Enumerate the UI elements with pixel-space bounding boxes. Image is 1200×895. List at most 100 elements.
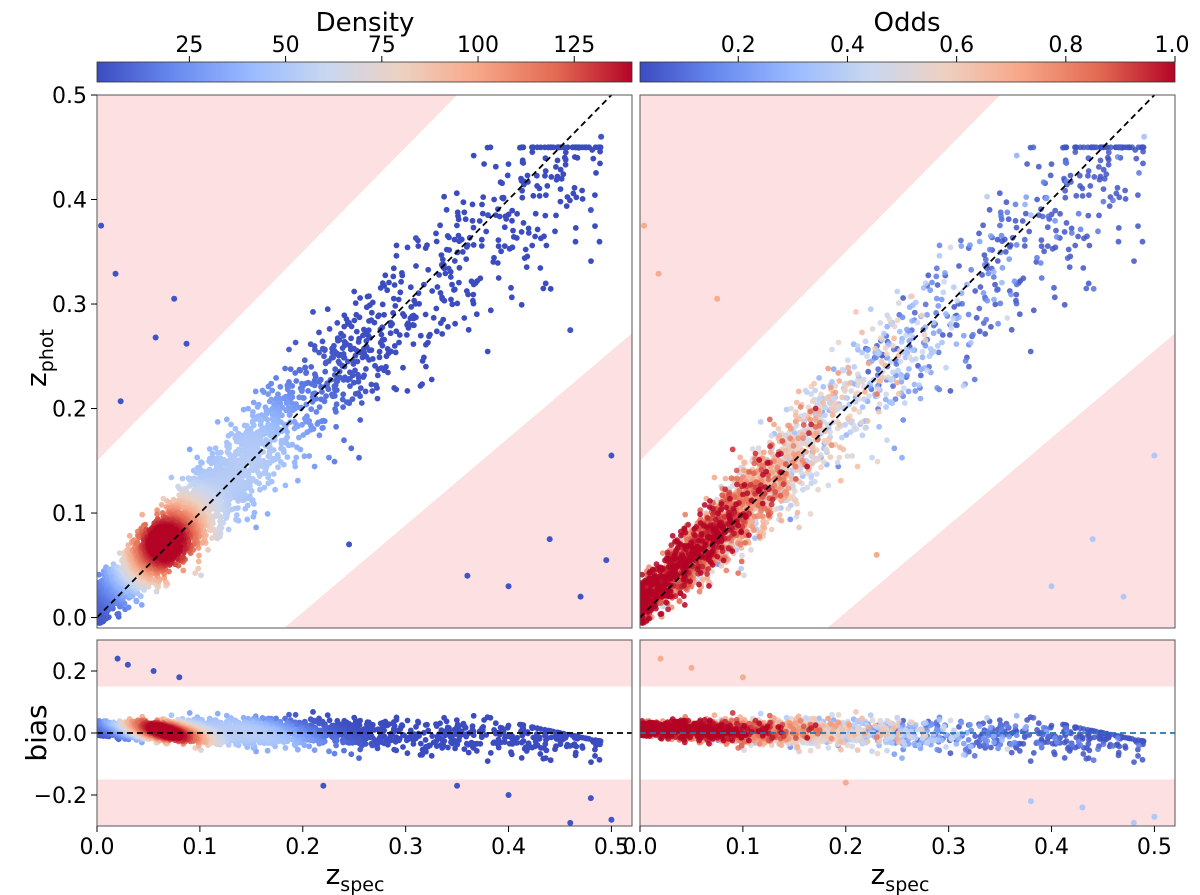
- scatter-point: [787, 516, 794, 523]
- scatter-point: [597, 160, 603, 167]
- scatter-point: [296, 434, 302, 441]
- scatter-point: [1115, 225, 1122, 231]
- scatter-point: [948, 320, 954, 327]
- scatter-point: [470, 224, 477, 231]
- scatter-point: [509, 217, 515, 224]
- scatter-point: [1114, 154, 1121, 160]
- scatter-point: [449, 301, 456, 308]
- scatter-point: [1077, 226, 1084, 233]
- scatter-point: [390, 295, 397, 302]
- scatter-point: [1063, 220, 1070, 226]
- scatter-point: [481, 161, 487, 167]
- scatter-point: [926, 353, 933, 360]
- scatter-point: [356, 454, 362, 461]
- scatter-point: [195, 565, 202, 572]
- scatter-point: [460, 199, 467, 206]
- scatter-point: [199, 459, 205, 466]
- scatter-point: [1140, 160, 1146, 167]
- scatter-point: [1021, 243, 1028, 249]
- scatter-point: [906, 366, 912, 372]
- scatter-point: [339, 396, 346, 403]
- panel-top-left: 0.00.10.20.30.40.5: [52, 84, 633, 632]
- scatter-point: [448, 296, 454, 303]
- scatter-point: [1075, 210, 1082, 217]
- scatter-point: [548, 174, 555, 180]
- scatter-point: [426, 333, 432, 340]
- scatter-point: [532, 210, 539, 217]
- scatter-point: [929, 279, 935, 286]
- scatter-point: [530, 192, 537, 199]
- scatter-point: [265, 453, 272, 460]
- scatter-point: [379, 301, 386, 308]
- scatter-point: [470, 300, 477, 307]
- scatter-point: [927, 287, 934, 294]
- scatter-point: [214, 419, 221, 425]
- scatter-point: [970, 331, 976, 338]
- scatter-point: [442, 270, 449, 277]
- scatter-point: [1003, 199, 1010, 206]
- scatter-point: [826, 436, 832, 443]
- scatter-point: [849, 418, 856, 424]
- scatter-point: [820, 383, 827, 390]
- scatter-point: [465, 326, 472, 333]
- scatter-point: [334, 320, 341, 326]
- scatter-point: [768, 432, 775, 439]
- scatter-point: [463, 256, 470, 262]
- scatter-point: [277, 383, 284, 390]
- scatter-point: [340, 333, 347, 339]
- outlier-point: [152, 334, 159, 341]
- scatter-point: [1085, 172, 1091, 179]
- scatter-point: [316, 349, 322, 356]
- scatter-point: [306, 453, 313, 459]
- scatter-point: [331, 458, 338, 465]
- scatter-point: [175, 536, 182, 543]
- scatter-point: [347, 383, 353, 389]
- scatter-point: [845, 415, 851, 422]
- scatter-point: [116, 550, 123, 556]
- scatter-point: [911, 381, 918, 388]
- scatter-point: [536, 193, 543, 199]
- scatter-point: [476, 218, 483, 224]
- outlier-point: [412, 235, 419, 242]
- scatter-point: [848, 388, 854, 394]
- scatter-point: [366, 318, 372, 324]
- scatter-point: [303, 418, 309, 425]
- scatter-point: [352, 390, 359, 397]
- scatter-point: [377, 285, 384, 291]
- scatter-point: [218, 449, 224, 456]
- scatter-point: [397, 289, 404, 296]
- scatter-point: [153, 588, 160, 595]
- scatter-point: [1067, 172, 1074, 179]
- scatter-point: [1097, 157, 1104, 164]
- scatter-point: [933, 273, 940, 280]
- scatter-point: [922, 337, 929, 344]
- scatter-point: [245, 405, 252, 412]
- y-tick-label: 0.0: [52, 607, 87, 632]
- scatter-point: [396, 339, 402, 346]
- scatter-point: [569, 144, 576, 151]
- scatter-point: [1019, 218, 1026, 224]
- scatter-point: [593, 170, 599, 176]
- scatter-point: [808, 472, 815, 479]
- scatter-point: [247, 493, 253, 500]
- scatter-point: [571, 154, 578, 160]
- scatter-point: [316, 378, 323, 385]
- scatter-point: [942, 270, 948, 276]
- scatter-point: [196, 552, 202, 559]
- scatter-point: [999, 264, 1006, 271]
- scatter-point: [252, 388, 259, 395]
- scatter-point: [263, 437, 269, 443]
- scatter-point: [509, 207, 516, 214]
- scatter-point: [933, 295, 940, 302]
- scatter-point: [168, 474, 175, 481]
- scatter-point: [453, 190, 460, 197]
- scatter-point: [451, 287, 457, 293]
- scatter-point: [998, 232, 1005, 239]
- colorbar-odds-title: Odds: [873, 8, 940, 38]
- scatter-point: [410, 341, 417, 347]
- scatter-point: [439, 331, 446, 337]
- scatter-point: [499, 194, 506, 201]
- scatter-point: [454, 300, 461, 307]
- scatter-point: [407, 315, 414, 322]
- scatter-point: [958, 237, 964, 244]
